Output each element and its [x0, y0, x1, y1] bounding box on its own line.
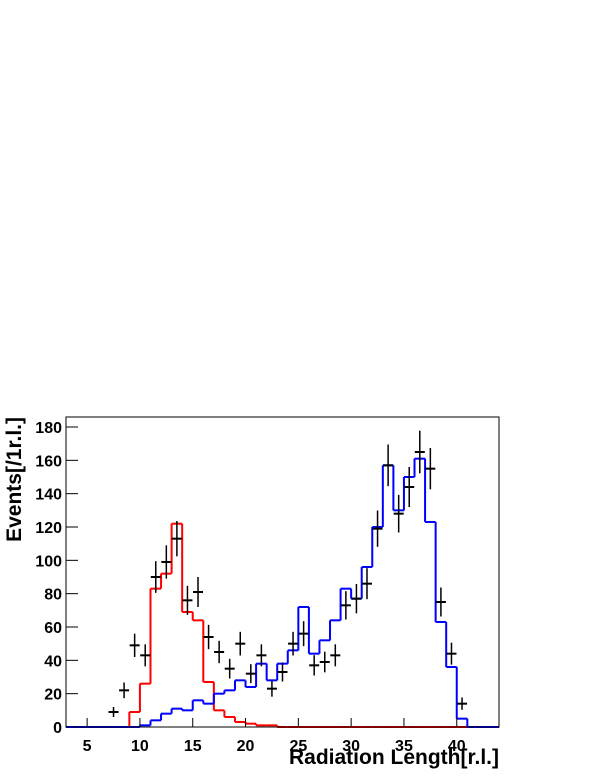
x-tick-label: 20 [237, 738, 255, 755]
y-tick-label: 160 [35, 453, 62, 470]
step-connector [138, 458, 469, 727]
y-tick-label: 0 [53, 720, 62, 737]
x-axis-title: Radiation Length[r.l.] [289, 746, 499, 769]
x-tick-label: 40 [448, 738, 466, 755]
y-tick-label: 80 [44, 587, 62, 604]
step-connector [128, 523, 279, 727]
x-tick-label: 15 [184, 738, 202, 755]
x-tick-label: 10 [131, 738, 149, 755]
y-tick-label: 180 [35, 420, 62, 437]
y-tick-label: 100 [35, 553, 62, 570]
y-axis-title: Events[/1r.l.] [3, 417, 26, 542]
y-tick-label: 40 [44, 653, 62, 670]
y-tick-label: 60 [44, 620, 62, 637]
x-tick-label: 35 [395, 738, 413, 755]
x-tick-label: 30 [342, 738, 360, 755]
plot-frame [65, 416, 500, 728]
y-tick-label: 120 [35, 520, 62, 537]
x-tick-label: 25 [289, 738, 307, 755]
y-tick-label: 20 [44, 687, 62, 704]
x-tick-label: 5 [83, 738, 92, 755]
y-tick-label: 140 [35, 487, 62, 504]
